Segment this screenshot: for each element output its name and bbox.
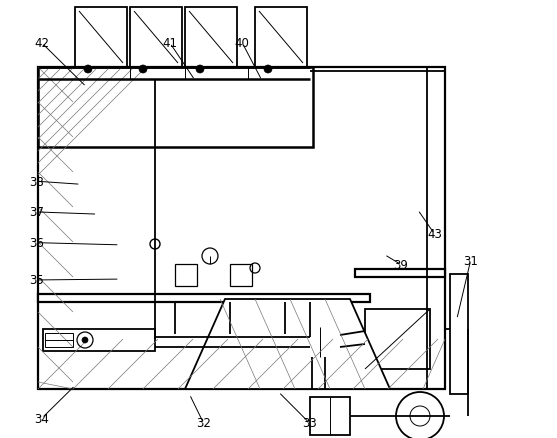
Circle shape	[139, 66, 147, 74]
Text: 37: 37	[29, 206, 43, 219]
Bar	[355, 269, 445, 277]
Bar	[130, 8, 182, 68]
Bar	[185, 8, 237, 68]
Circle shape	[196, 66, 204, 74]
Text: 36: 36	[29, 237, 43, 250]
Text: 43: 43	[427, 228, 442, 241]
Text: 34: 34	[35, 412, 49, 425]
Bar	[365, 309, 430, 369]
Text: 42: 42	[35, 37, 49, 50]
Bar	[175, 265, 197, 286]
Circle shape	[82, 337, 88, 343]
Text: 39: 39	[394, 258, 408, 272]
Polygon shape	[185, 299, 390, 389]
Text: 41: 41	[163, 37, 177, 50]
Bar	[38, 68, 445, 389]
Text: 32: 32	[196, 416, 211, 429]
Text: 35: 35	[29, 274, 43, 287]
Bar	[255, 8, 307, 68]
Text: 40: 40	[235, 37, 250, 50]
Bar	[310, 397, 350, 435]
Circle shape	[264, 66, 272, 74]
Bar	[43, 329, 155, 351]
Bar	[230, 265, 252, 286]
Bar	[45, 333, 73, 347]
Text: 38: 38	[29, 175, 43, 188]
Bar	[300, 327, 340, 357]
Text: 33: 33	[302, 416, 316, 429]
Bar	[450, 274, 468, 394]
Bar	[38, 294, 370, 302]
Circle shape	[84, 66, 92, 74]
Bar	[38, 68, 313, 148]
Bar	[75, 8, 127, 68]
Text: 31: 31	[463, 254, 478, 267]
